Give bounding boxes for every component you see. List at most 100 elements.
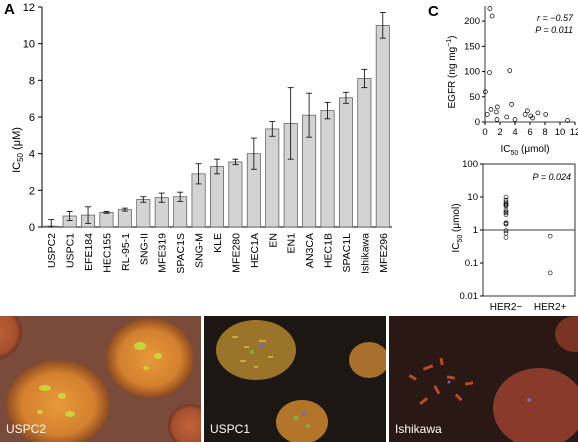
egfr-point [530, 115, 535, 121]
x-tick-label-AN3CA: AN3CA [304, 233, 316, 268]
egfr-point [543, 112, 549, 117]
bar-HEC1B [320, 110, 335, 228]
x-tick-label-EN: EN [267, 233, 279, 248]
her2-y-axis-label: IC50 (μmol) [451, 203, 464, 252]
y-tick-label: 2 [29, 185, 35, 197]
egfr-point [487, 6, 493, 11]
micrograph-label-uspc2: USPC2 [6, 422, 47, 436]
egfr-point [494, 117, 500, 122]
her2-y-tick-label: 100 [462, 159, 478, 170]
egfr-x-tick-label: 0 [482, 127, 487, 138]
her2-point [503, 230, 509, 236]
x-tick-label-HEC1B: HEC1B [323, 233, 335, 268]
micrograph-ishikawa-image [389, 316, 578, 442]
y-axis-label: IC50 (μM) [11, 127, 25, 173]
her2-point [503, 210, 509, 216]
egfr-x-tick-label: 8 [542, 127, 547, 138]
her2-y-tick-label: 0.01 [460, 291, 479, 302]
egfr-x-tick-label: 6 [527, 127, 532, 138]
egfr-y-tick-label: 0 [475, 117, 480, 128]
egfr-x-tick-label: 4 [512, 127, 517, 138]
correlation-p: P = 0.011 [535, 25, 573, 35]
x-tick-label-RL-95-1: RL-95-1 [120, 233, 132, 271]
egfr-point [484, 112, 490, 117]
egfr-point [495, 104, 500, 110]
her2-point [503, 212, 509, 218]
egfr-y-tick-label: 200 [464, 16, 480, 27]
her2-point [503, 221, 509, 227]
y-tick-label: 10 [23, 39, 35, 51]
egfr-point [488, 107, 494, 112]
x-tick-label-HEC155: HEC155 [101, 233, 113, 273]
egfr-point [512, 117, 518, 122]
egfr-point [493, 109, 499, 115]
her2-point [547, 270, 553, 276]
egfr-point [509, 101, 514, 107]
egfr-x-tick-label: 10 [555, 127, 566, 138]
x-tick-label-SNG-II: SNG-II [138, 233, 150, 265]
bar-RL-95-1 [117, 209, 132, 228]
x-tick-label-EN1: EN1 [286, 233, 298, 254]
y-axis: 0 2 4 6 8 10 12 [23, 2, 392, 234]
egfr-point [504, 114, 510, 120]
egfr-y-tick-label: 150 [464, 41, 480, 52]
x-tick-label-Ishikawa: Ishikawa [359, 233, 371, 274]
y-tick-label: 8 [29, 75, 35, 87]
micrograph-label-ishikawa: Ishikawa [395, 422, 442, 436]
y-tick-label: 12 [23, 2, 35, 14]
her2-point [503, 235, 509, 240]
x-tick-label-MFE280: MFE280 [230, 233, 242, 273]
x-tick-label-SPAC1S: SPAC1S [175, 233, 187, 274]
micrograph-uspc2-image [0, 316, 201, 442]
micrograph-uspc2: USPC2 [0, 316, 201, 442]
egfr-x-axis-label: IC50 (μmol) [500, 144, 549, 157]
panel-letter-a: A [4, 1, 15, 18]
her2-scatter-points [503, 194, 553, 276]
y-tick-label: 0 [29, 222, 35, 234]
correlation-r: r = −0.57 [537, 13, 574, 23]
her2-x-tick-label: HER2− [490, 302, 523, 312]
egfr-point [483, 89, 488, 95]
x-tick-label-KLE: KLE [212, 233, 224, 253]
x-tick-label-EFE184: EFE184 [83, 233, 95, 271]
her2-y-tick-label: 1 [473, 225, 478, 236]
egfr-point [535, 110, 541, 116]
egfr-scatter-points [483, 6, 570, 123]
egfr-point [565, 118, 570, 123]
her2-y-tick-label: 0.1 [465, 258, 478, 269]
bar-KLE [210, 166, 224, 228]
micrograph-label-uspc1: USPC1 [210, 422, 251, 436]
bar-EN [265, 128, 280, 228]
her2-x-tick-label: HER2+ [534, 302, 567, 312]
egfr-y-tick-label: 50 [469, 92, 480, 103]
x-tick-label-MFE296: MFE296 [378, 233, 390, 273]
her2-point [503, 228, 509, 234]
micrograph-uspc1-image [204, 316, 386, 442]
egfr-point [525, 108, 530, 114]
x-tick-label-SNG-M: SNG-M [194, 233, 206, 268]
egfr-point [522, 112, 528, 117]
egfr-y-axis-label: EGFR (ng mg−1) [446, 35, 458, 108]
her2-point [503, 194, 509, 200]
bar-SNG-II [136, 199, 151, 228]
x-tick-label-USPC2: USPC2 [46, 233, 58, 268]
egfr-x-tick-label: 2 [497, 127, 502, 138]
x-tick-label-MFE319: MFE319 [157, 233, 169, 273]
bar-MFE280 [228, 161, 243, 228]
panel-letter-c: C [428, 3, 439, 20]
y-tick-label: 4 [29, 149, 35, 161]
bar-HEC155 [99, 211, 114, 228]
egfr-point [507, 68, 513, 73]
x-tick-label-SPAC1L: SPAC1L [341, 233, 353, 273]
egfr-x-tick-label: 12 [570, 127, 578, 138]
micrograph-ishikawa: Ishikawa [389, 316, 578, 442]
her2-point [503, 207, 509, 213]
egfr-point [487, 70, 492, 75]
bars [44, 12, 390, 228]
egfr-point [489, 13, 495, 19]
bar-SPAC1L [338, 97, 353, 228]
bar-MFE296 [375, 24, 390, 228]
her2-scatter-axes: 0.01 0.1 1 10 100 HER2− HER2+ [460, 159, 575, 312]
